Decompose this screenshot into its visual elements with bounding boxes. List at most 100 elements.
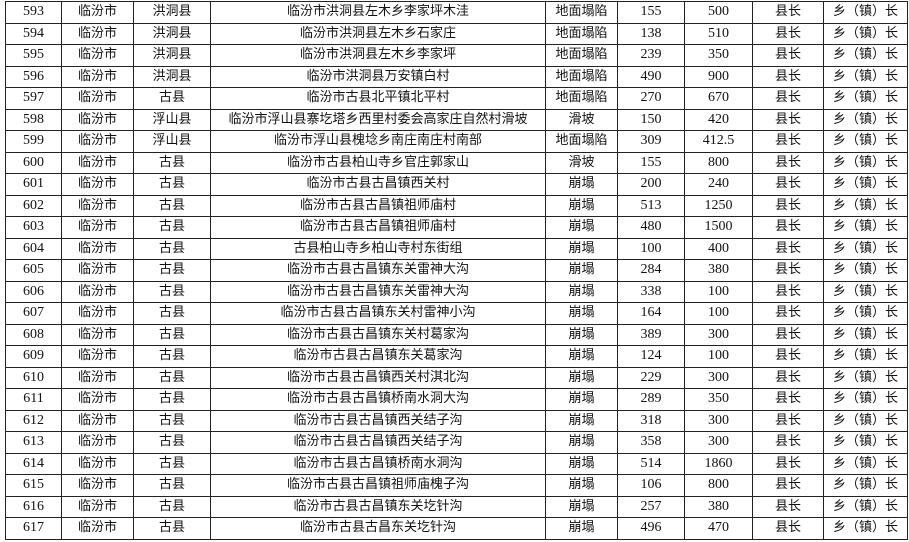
row-number-cell: 617 bbox=[5, 517, 62, 540]
value-2-cell: 100 bbox=[684, 280, 753, 303]
city-cell: 临汾市 bbox=[61, 366, 134, 389]
table-row: 593 临汾市 洪洞县 临汾市洪洞县左木乡李家坪木洼 地面塌陷 155 500 县长 乡（镇）长 bbox=[5, 1, 908, 24]
value-2-cell: 100 bbox=[684, 345, 753, 368]
value-2-cell: 300 bbox=[684, 323, 753, 346]
value-2-cell: 800 bbox=[684, 151, 753, 174]
county-cell: 古县 bbox=[133, 495, 211, 518]
table-row: 614 临汾市 古县 临汾市古县古昌镇桥南水洞沟 崩塌 514 1860 县长 乡（镇）长 bbox=[5, 452, 908, 475]
value-2-cell: 420 bbox=[684, 108, 753, 131]
location-cell: 临汾市古县古昌镇东关村雷神小沟 bbox=[210, 302, 546, 325]
table-row: 610 临汾市 古县 临汾市古县古昌镇西关村淇北沟 崩塌 229 300 县长 乡（镇）长 bbox=[5, 366, 908, 389]
table-row: 597 临汾市 古县 临汾市古县北平镇北平村 地面塌陷 270 670 县长 乡（镇）长 bbox=[5, 87, 908, 110]
value-2-cell: 1500 bbox=[684, 216, 753, 239]
value-2-cell: 412.5 bbox=[684, 130, 753, 153]
table-row: 611 临汾市 古县 临汾市古县古昌镇桥南水洞大沟 崩塌 289 350 县长 乡（镇）长 bbox=[5, 388, 908, 411]
value-2-cell: 350 bbox=[684, 44, 753, 67]
hazard-type-cell: 崩塌 bbox=[545, 495, 618, 518]
hazard-type-cell: 地面塌陷 bbox=[545, 130, 618, 153]
hazard-type-cell: 崩塌 bbox=[545, 409, 618, 432]
value-1-cell: 229 bbox=[617, 366, 685, 389]
table-row: 602 临汾市 古县 临汾市古县古昌镇祖师庙村 崩塌 513 1250 县长 乡（镇）长 bbox=[5, 194, 908, 217]
row-number-cell: 603 bbox=[5, 216, 62, 239]
location-cell: 临汾市古县古昌镇西关结子沟 bbox=[210, 409, 546, 432]
value-1-cell: 309 bbox=[617, 130, 685, 153]
county-responsible-cell: 县长 bbox=[752, 495, 824, 518]
table-row: 613 临汾市 古县 临汾市古县古昌镇西关结子沟 崩塌 358 300 县长 乡（镇）长 bbox=[5, 431, 908, 454]
township-responsible-cell: 乡（镇）长 bbox=[823, 151, 908, 174]
location-cell: 临汾市古县古昌镇西关结子沟 bbox=[210, 431, 546, 454]
location-cell: 临汾市古县古昌镇桥南水洞大沟 bbox=[210, 388, 546, 411]
county-responsible-cell: 县长 bbox=[752, 173, 824, 196]
township-responsible-cell: 乡（镇）长 bbox=[823, 108, 908, 131]
location-cell: 临汾市古县古昌镇西关村 bbox=[210, 173, 546, 196]
city-cell: 临汾市 bbox=[61, 216, 134, 239]
county-responsible-cell: 县长 bbox=[752, 259, 824, 282]
county-cell: 古县 bbox=[133, 302, 211, 325]
county-cell: 古县 bbox=[133, 323, 211, 346]
table-row: 606 临汾市 古县 临汾市古县古昌镇东关雷神大沟 崩塌 338 100 县长 乡（镇）长 bbox=[5, 280, 908, 303]
county-cell: 古县 bbox=[133, 452, 211, 475]
value-2-cell: 100 bbox=[684, 302, 753, 325]
hazard-type-cell: 崩塌 bbox=[545, 259, 618, 282]
township-responsible-cell: 乡（镇）长 bbox=[823, 216, 908, 239]
city-cell: 临汾市 bbox=[61, 302, 134, 325]
township-responsible-cell: 乡（镇）长 bbox=[823, 366, 908, 389]
county-cell: 浮山县 bbox=[133, 108, 211, 131]
row-number-cell: 596 bbox=[5, 65, 62, 88]
county-cell: 古县 bbox=[133, 388, 211, 411]
township-responsible-cell: 乡（镇）长 bbox=[823, 431, 908, 454]
location-cell: 临汾市洪洞县万安镇白村 bbox=[210, 65, 546, 88]
table-row: 600 临汾市 古县 临汾市古县柏山寺乡官庄郭家山 滑坡 155 800 县长 乡（镇）长 bbox=[5, 151, 908, 174]
township-responsible-cell: 乡（镇）长 bbox=[823, 452, 908, 475]
hazard-type-cell: 地面塌陷 bbox=[545, 44, 618, 67]
hazard-type-cell: 崩塌 bbox=[545, 431, 618, 454]
location-cell: 临汾市浮山县寨圪塔乡西里村委会高家庄自然村滑坡 bbox=[210, 108, 546, 131]
value-2-cell: 350 bbox=[684, 388, 753, 411]
row-number-cell: 598 bbox=[5, 108, 62, 131]
value-1-cell: 155 bbox=[617, 1, 685, 24]
township-responsible-cell: 乡（镇）长 bbox=[823, 22, 908, 45]
township-responsible-cell: 乡（镇）长 bbox=[823, 280, 908, 303]
county-responsible-cell: 县长 bbox=[752, 302, 824, 325]
county-cell: 古县 bbox=[133, 474, 211, 497]
table-row: 617 临汾市 古县 临汾市古县古昌东关圪针沟 崩塌 496 470 县长 乡（镇）长 bbox=[5, 517, 908, 540]
township-responsible-cell: 乡（镇）长 bbox=[823, 517, 908, 540]
township-responsible-cell: 乡（镇）长 bbox=[823, 409, 908, 432]
hazard-type-cell: 地面塌陷 bbox=[545, 87, 618, 110]
city-cell: 临汾市 bbox=[61, 517, 134, 540]
county-cell: 古县 bbox=[133, 216, 211, 239]
value-1-cell: 257 bbox=[617, 495, 685, 518]
city-cell: 临汾市 bbox=[61, 44, 134, 67]
county-responsible-cell: 县长 bbox=[752, 323, 824, 346]
location-cell: 临汾市浮山县槐埝乡南庄南庄村南部 bbox=[210, 130, 546, 153]
table-row: 598 临汾市 浮山县 临汾市浮山县寨圪塔乡西里村委会高家庄自然村滑坡 滑坡 150 420… bbox=[5, 108, 908, 131]
county-responsible-cell: 县长 bbox=[752, 44, 824, 67]
county-responsible-cell: 县长 bbox=[752, 216, 824, 239]
row-number-cell: 612 bbox=[5, 409, 62, 432]
county-responsible-cell: 县长 bbox=[752, 366, 824, 389]
location-cell: 临汾市古县古昌镇祖师庙村 bbox=[210, 216, 546, 239]
location-cell: 临汾市古县古昌镇东关圪针沟 bbox=[210, 495, 546, 518]
township-responsible-cell: 乡（镇）长 bbox=[823, 474, 908, 497]
township-responsible-cell: 乡（镇）长 bbox=[823, 388, 908, 411]
row-number-cell: 607 bbox=[5, 302, 62, 325]
value-1-cell: 124 bbox=[617, 345, 685, 368]
value-2-cell: 500 bbox=[684, 1, 753, 24]
city-cell: 临汾市 bbox=[61, 280, 134, 303]
county-cell: 洪洞县 bbox=[133, 1, 211, 24]
county-cell: 洪洞县 bbox=[133, 22, 211, 45]
row-number-cell: 605 bbox=[5, 259, 62, 282]
location-cell: 临汾市古县古昌镇东关雷神大沟 bbox=[210, 259, 546, 282]
value-1-cell: 164 bbox=[617, 302, 685, 325]
location-cell: 临汾市古县古昌镇祖师庙村 bbox=[210, 194, 546, 217]
county-cell: 古县 bbox=[133, 151, 211, 174]
county-responsible-cell: 县长 bbox=[752, 237, 824, 260]
city-cell: 临汾市 bbox=[61, 1, 134, 24]
row-number-cell: 616 bbox=[5, 495, 62, 518]
table-row: 616 临汾市 古县 临汾市古县古昌镇东关圪针沟 崩塌 257 380 县长 乡（镇）长 bbox=[5, 495, 908, 518]
row-number-cell: 595 bbox=[5, 44, 62, 67]
value-2-cell: 670 bbox=[684, 87, 753, 110]
hazard-type-cell: 崩塌 bbox=[545, 173, 618, 196]
value-1-cell: 284 bbox=[617, 259, 685, 282]
table-row: 595 临汾市 洪洞县 临汾市洪洞县左木乡李家坪 地面塌陷 239 350 县长 乡（镇）长 bbox=[5, 44, 908, 67]
